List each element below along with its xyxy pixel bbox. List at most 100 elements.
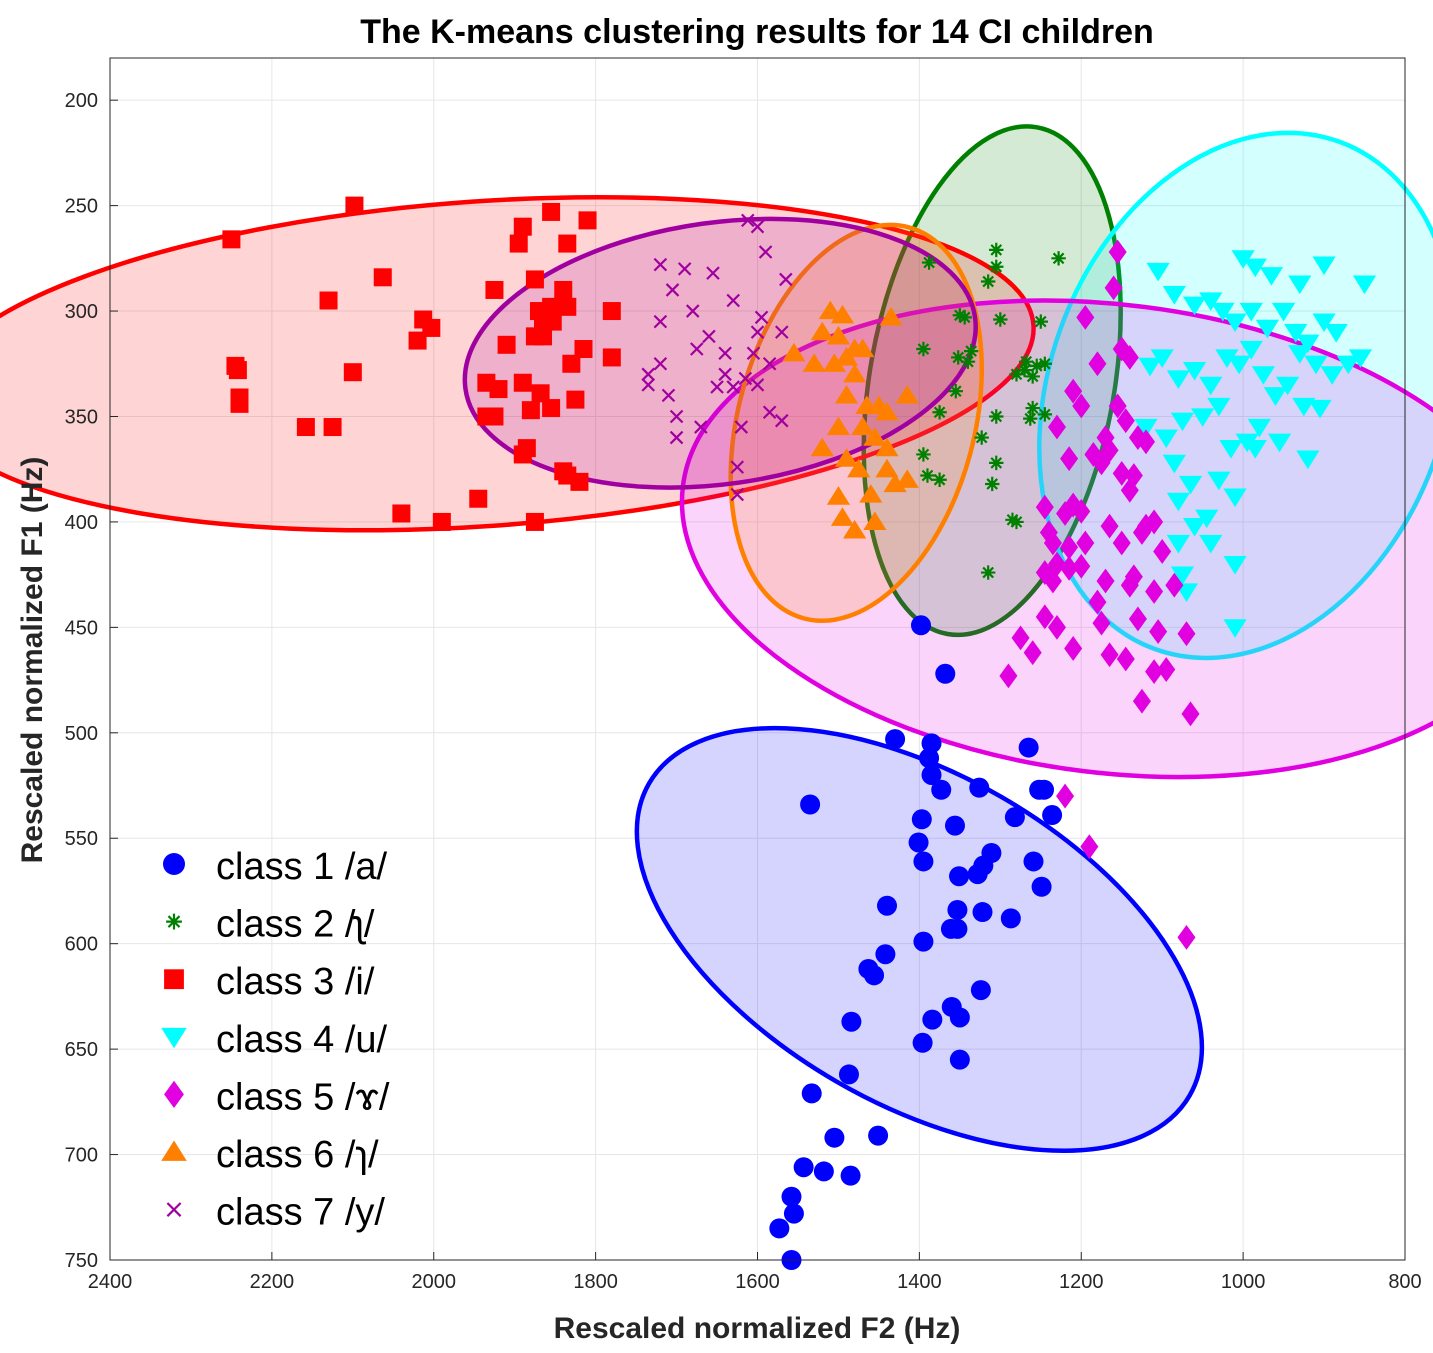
data-point: [1292, 397, 1316, 417]
data-point: [669, 430, 684, 445]
legend-label: class 7 /y/: [216, 1192, 385, 1234]
data-point: [963, 343, 979, 359]
data-point: [1312, 256, 1336, 276]
data-point: [781, 1186, 802, 1207]
data-point: [1017, 362, 1032, 378]
data-point: [669, 409, 684, 424]
data-point: [859, 484, 883, 503]
data-point: [1312, 313, 1336, 333]
x-tick-label: 1000: [1221, 1271, 1266, 1293]
cluster-ellipses: [0, 124, 1433, 1154]
data-point: [602, 348, 621, 367]
data-point: [1207, 471, 1231, 491]
data-point: [952, 308, 968, 323]
data-point: [1181, 701, 1200, 727]
data-point: [1162, 454, 1186, 474]
data-point: [1288, 275, 1312, 295]
data-point: [1060, 446, 1079, 472]
series-points: [222, 196, 621, 531]
y-tick-label: 200: [65, 90, 98, 112]
data-point: [980, 565, 996, 580]
legend-label: class 4 /u/: [216, 1019, 388, 1061]
data-point: [566, 390, 585, 409]
cluster-ellipse: [462, 216, 978, 490]
data-point: [1308, 399, 1332, 419]
data-point: [1348, 349, 1373, 368]
data-point: [228, 361, 247, 380]
data-point: [1047, 414, 1066, 440]
data-point: [840, 1165, 861, 1186]
data-point: [801, 1083, 822, 1104]
data-point: [641, 378, 656, 392]
data-point: [531, 384, 550, 403]
data-point: [1138, 357, 1162, 377]
data-point: [734, 420, 749, 434]
data-point: [718, 346, 732, 361]
data-point: [989, 455, 1004, 471]
data-point: [710, 380, 724, 394]
x-tick-label: 2400: [88, 1271, 133, 1293]
data-point: [1018, 737, 1039, 758]
data-point: [319, 291, 338, 310]
data-point: [513, 445, 532, 464]
data-point: [1288, 345, 1312, 364]
x-tick-label: 1800: [573, 1271, 618, 1293]
data-point: [718, 367, 732, 382]
data-point: [885, 729, 906, 750]
data-point: [813, 1161, 834, 1182]
data-point: [868, 1125, 889, 1146]
data-point: [1215, 349, 1239, 368]
data-point: [1199, 292, 1223, 311]
data-point: [989, 242, 1004, 258]
legend-label: class 3 /i/: [216, 961, 375, 1003]
legend-entry: class 3 /i/: [164, 961, 375, 1003]
data-point: [653, 356, 668, 371]
data-point: [775, 325, 789, 339]
data-point: [1207, 397, 1231, 417]
data-point: [1011, 625, 1030, 651]
data-point: [222, 230, 241, 249]
data-point: [1153, 539, 1172, 564]
data-point: [1259, 267, 1284, 286]
data-point: [509, 234, 528, 253]
legend: class 1 /a/class 2 /ʅ/class 3 /i/class 4…: [161, 846, 390, 1234]
data-point: [653, 314, 668, 329]
data-point: [1267, 433, 1292, 453]
data-point: [1128, 425, 1147, 450]
data-point: [392, 504, 411, 523]
data-point: [895, 469, 919, 488]
data-point: [513, 373, 532, 392]
data-point: [944, 815, 965, 836]
data-point: [554, 280, 573, 299]
data-point: [702, 329, 716, 344]
data-point: [525, 512, 544, 531]
data-point: [1166, 534, 1190, 554]
data-point: [877, 895, 897, 916]
data-point: [1019, 354, 1034, 369]
data-point: [1025, 400, 1040, 416]
data-point: [164, 1080, 184, 1109]
y-tick-label: 700: [65, 1145, 98, 1167]
data-point: [826, 416, 851, 436]
data-point: [558, 297, 577, 316]
data-point: [1134, 418, 1158, 438]
data-point: [726, 380, 740, 394]
data-point: [916, 341, 931, 357]
data-point: [822, 353, 846, 372]
data-point: [1352, 275, 1377, 295]
legend-label: class 2 /ʅ/: [216, 904, 375, 946]
data-point: [1116, 408, 1135, 434]
data-point: [1042, 805, 1063, 826]
data-point: [838, 1064, 859, 1085]
data-point: [1037, 407, 1053, 422]
data-point: [513, 217, 532, 236]
data-point: [974, 430, 989, 445]
data-point: [602, 302, 621, 321]
data-point: [343, 363, 362, 382]
data-point: [1271, 302, 1296, 322]
data-point: [489, 380, 508, 399]
data-point: [542, 399, 561, 418]
legend-entry: class 4 /u/: [161, 1019, 388, 1061]
data-point: [485, 407, 504, 426]
